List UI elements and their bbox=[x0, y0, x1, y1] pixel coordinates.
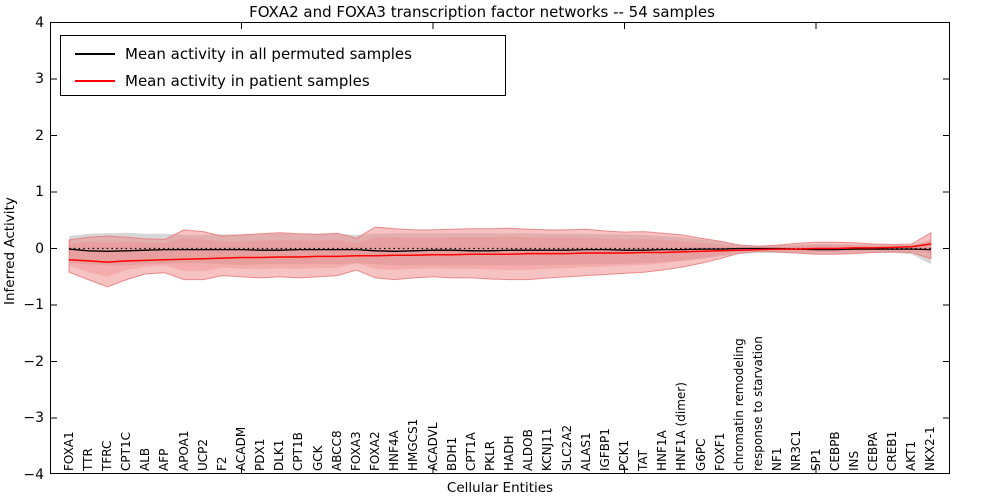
legend-line-red bbox=[75, 80, 115, 82]
x-category-label: TFRC bbox=[99, 440, 114, 471]
x-category-label: chromatin remodeling bbox=[731, 338, 746, 471]
y-tick-label: −4 bbox=[23, 466, 44, 483]
x-category-label: KCNJ11 bbox=[540, 427, 555, 471]
legend-item-permuted: Mean activity in all permuted samples bbox=[61, 43, 505, 65]
axes-frame bbox=[50, 22, 950, 474]
x-category-label: HNF1A bbox=[655, 430, 670, 471]
plot-area bbox=[50, 22, 950, 474]
y-tick-label: 2 bbox=[35, 127, 44, 144]
x-category-label: FOXA3 bbox=[348, 431, 363, 471]
x-category-label: HNF1A (dimer) bbox=[674, 382, 689, 471]
x-category-label: SP1 bbox=[808, 448, 823, 472]
y-tick-label: −3 bbox=[23, 410, 44, 426]
x-axis-label: Cellular Entities bbox=[446, 480, 554, 496]
x-category-label: AFP bbox=[157, 448, 172, 471]
x-category-label: INS bbox=[846, 450, 861, 471]
x-category-label: NKX2-1 bbox=[923, 426, 938, 471]
chart-title: FOXA2 and FOXA3 transcription factor net… bbox=[249, 3, 715, 21]
x-category-label: CEBPA bbox=[865, 432, 880, 471]
x-category-label: TAT bbox=[636, 449, 651, 471]
x-category-label: HMGCS1 bbox=[406, 418, 421, 471]
x-category-label: FOXA2 bbox=[368, 431, 383, 471]
x-category-label: IGFBP1 bbox=[597, 428, 612, 471]
x-category-label: response to starvation bbox=[751, 336, 766, 471]
x-category-label: G6PC bbox=[693, 438, 708, 471]
x-category-label: GCK bbox=[310, 445, 325, 471]
legend-line-black bbox=[75, 53, 115, 55]
x-category-label: FOXA1 bbox=[61, 431, 76, 471]
patient-inner-band bbox=[69, 236, 931, 277]
x-category-label: ALB bbox=[138, 447, 153, 471]
x-category-label: ABCC8 bbox=[329, 430, 344, 471]
x-category-label: SLC2A2 bbox=[559, 424, 574, 471]
x-category-label: CEBPB bbox=[827, 431, 842, 471]
x-category-label: DLK1 bbox=[272, 439, 287, 471]
x-category-label: CPT1C bbox=[119, 432, 134, 471]
x-category-label: FOXF1 bbox=[712, 432, 727, 471]
y-tick-label: −1 bbox=[23, 297, 44, 313]
y-tick-label: 3 bbox=[35, 71, 44, 87]
x-category-label: PKLR bbox=[482, 440, 497, 471]
x-category-label: F2 bbox=[214, 456, 229, 471]
x-category-label: ALAS1 bbox=[578, 432, 593, 471]
x-category-label: HADH bbox=[502, 435, 517, 472]
y-tick-label: 0 bbox=[35, 240, 44, 257]
x-category-label: ALDOB bbox=[521, 429, 536, 471]
y-tick-label: 4 bbox=[35, 14, 44, 31]
x-category-label: ACADVL bbox=[425, 422, 440, 471]
x-category-label: CREB1 bbox=[885, 430, 900, 471]
x-category-label: PCK1 bbox=[617, 439, 631, 471]
x-category-label: NF1 bbox=[770, 447, 785, 471]
x-category-label: HNF4A bbox=[387, 430, 402, 471]
x-category-label: ACADM bbox=[234, 426, 248, 471]
y-tick-label: −2 bbox=[23, 353, 44, 370]
y-tick-label: 1 bbox=[35, 184, 44, 200]
x-category-label: APOA1 bbox=[176, 430, 191, 471]
legend-label: Mean activity in all permuted samples bbox=[125, 45, 412, 63]
legend-item-patient: Mean activity in patient samples bbox=[61, 70, 505, 92]
x-category-label: TTR bbox=[80, 448, 95, 471]
x-category-label: NR3C1 bbox=[789, 430, 804, 471]
x-category-label: PDX1 bbox=[253, 438, 268, 471]
x-category-label: AKT1 bbox=[904, 440, 919, 471]
patient-outer-band bbox=[68, 226, 932, 288]
patient-mean-line bbox=[69, 243, 932, 263]
x-category-label: CPT1B bbox=[291, 432, 306, 471]
legend-label: Mean activity in patient samples bbox=[125, 72, 370, 90]
x-category-label: UCP2 bbox=[195, 438, 210, 471]
x-category-label: BDH1 bbox=[444, 436, 459, 471]
x-category-label: CPT1A bbox=[463, 432, 478, 471]
legend: Mean activity in all permuted samples Me… bbox=[60, 35, 506, 96]
